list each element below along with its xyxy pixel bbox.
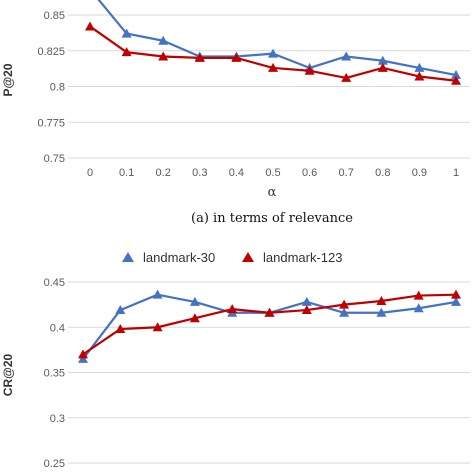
data-point-landmark-123 — [451, 289, 461, 299]
data-point-landmark-123 — [158, 51, 169, 61]
data-point-landmark-30 — [268, 48, 278, 58]
y-tick-label: 0.85 — [44, 10, 65, 22]
caption: (a) in terms of relevance — [191, 211, 353, 226]
data-point-landmark-123 — [268, 62, 278, 72]
data-point-landmark-123 — [413, 290, 424, 300]
data-point-landmark-30 — [189, 296, 200, 306]
x-tick-label: 0.2 — [156, 167, 171, 179]
data-point-landmark-123 — [377, 62, 388, 72]
legend-label-landmark-30: landmark-30 — [143, 250, 215, 265]
data-point-landmark-123 — [301, 305, 312, 315]
data-point-landmark-123 — [451, 75, 461, 85]
x-tick-label: 0 — [87, 167, 93, 179]
data-point-landmark-123 — [231, 52, 242, 62]
data-point-landmark-123 — [227, 304, 238, 314]
y-tick-labels: 0.75 0.775 0.8 0.825 0.85 — [37, 10, 65, 165]
series-group — [78, 289, 461, 363]
data-point-landmark-30 — [413, 303, 424, 313]
data-point-landmark-30 — [451, 70, 461, 80]
gridlines — [68, 14, 470, 159]
x-tick-label: 0.8 — [375, 167, 390, 179]
x-tick-labels: 0 0.1 0.2 0.3 0.4 0.5 0.6 0.7 0.8 0.9 1 — [87, 167, 459, 179]
x-tick-label: 0.6 — [302, 167, 317, 179]
y-tick-label: 0.825 — [37, 46, 65, 58]
y-tick-label: 0.775 — [37, 117, 65, 129]
data-point-landmark-123 — [376, 296, 387, 306]
data-point-landmark-123 — [152, 322, 163, 332]
y-tick-labels: 0.25 0.3 0.35 0.4 0.45 — [44, 277, 65, 470]
data-point-landmark-123 — [189, 313, 200, 323]
data-point-landmark-30 — [158, 35, 169, 45]
y-tick-label: 0.75 — [44, 153, 65, 165]
data-point-landmark-123 — [85, 21, 95, 31]
y-tick-label: 0.45 — [44, 277, 65, 289]
legend-label-landmark-123: landmark-123 — [263, 250, 343, 265]
data-point-landmark-30 — [341, 51, 352, 61]
data-point-landmark-123 — [121, 47, 132, 57]
x-tick-label: 0.4 — [229, 167, 244, 179]
data-point-landmark-30 — [78, 353, 88, 363]
x-tick-label: 0.5 — [265, 167, 280, 179]
data-point-landmark-30 — [339, 307, 350, 317]
chart-cr20: 0.250.30.350.40.45 00.10.20.30.40.50.60.… — [1, 277, 470, 474]
x-tick-label: 0.1 — [119, 167, 134, 179]
series-group — [85, 0, 461, 85]
data-point-landmark-123 — [194, 52, 205, 62]
data-point-landmark-123 — [115, 324, 126, 334]
data-point-landmark-30 — [121, 28, 132, 38]
x-tick-label: 0.7 — [339, 167, 354, 179]
data-point-landmark-30 — [451, 296, 461, 306]
y-axis-title: CR@20 — [1, 353, 15, 396]
x-tick-label: 0.9 — [412, 167, 427, 179]
data-point-landmark-30 — [115, 305, 126, 315]
x-tick-label: 0.3 — [192, 167, 207, 179]
y-tick-label: 0.35 — [44, 368, 65, 380]
data-point-landmark-123 — [78, 349, 88, 359]
legend: landmark-30 landmark-123 — [122, 250, 343, 265]
x-tick-label: 1 — [453, 167, 459, 179]
series-line-landmark-123 — [82, 293, 457, 356]
data-point-landmark-30 — [152, 289, 163, 299]
y-tick-label: 0.3 — [50, 413, 65, 425]
data-point-landmark-30 — [414, 62, 425, 72]
y-tick-label: 0.8 — [50, 82, 65, 94]
data-point-landmark-123 — [341, 72, 352, 82]
data-point-landmark-30 — [301, 296, 312, 306]
data-point-landmark-123 — [339, 299, 350, 309]
data-point-landmark-123 — [304, 65, 315, 75]
data-point-landmark-30 — [376, 307, 387, 317]
y-axis-title: P@20 — [1, 63, 15, 96]
data-point-landmark-123 — [264, 307, 275, 317]
y-tick-label: 0.25 — [44, 458, 65, 470]
data-point-landmark-123 — [414, 71, 425, 81]
legend-marker-landmark-123 — [242, 252, 254, 262]
y-tick-label: 0.4 — [50, 322, 65, 334]
data-point-landmark-30 — [377, 55, 388, 65]
legend-marker-landmark-30 — [122, 252, 134, 262]
x-axis-title: α — [268, 185, 277, 200]
chart-p20: 0.75 0.775 0.8 0.825 0.85 0 0.1 0.2 0.3 0.4 0.5 0.… — [1, 0, 470, 226]
